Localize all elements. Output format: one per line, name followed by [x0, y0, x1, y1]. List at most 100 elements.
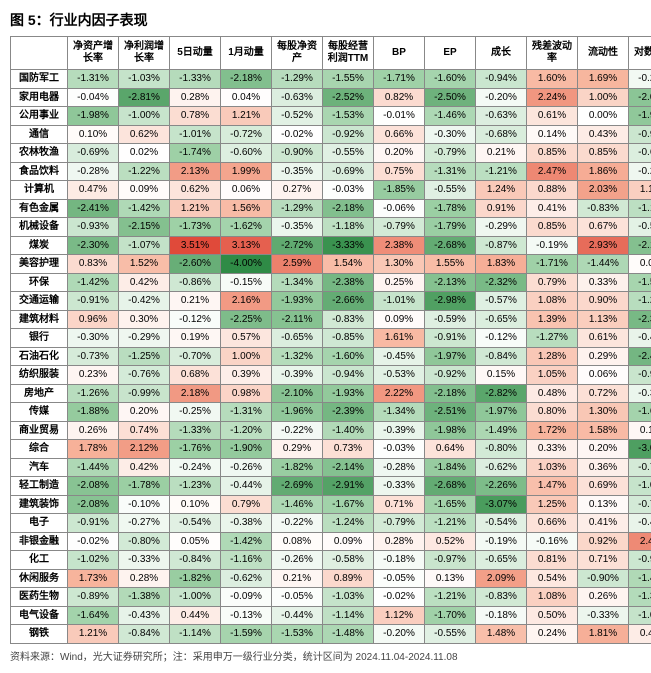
data-cell: -1.71% [374, 70, 425, 89]
data-cell: -0.02% [374, 588, 425, 607]
data-cell: -1.42% [119, 199, 170, 218]
data-cell: 0.41% [527, 199, 578, 218]
data-cell: -0.30% [68, 329, 119, 348]
row-label: 农林牧渔 [11, 144, 68, 163]
data-cell: -0.62% [221, 569, 272, 588]
data-cell: 0.85% [527, 218, 578, 237]
data-cell: -3.07% [476, 495, 527, 514]
data-cell: 0.89% [323, 569, 374, 588]
data-cell: -0.54% [170, 514, 221, 533]
data-cell: 1.10% [629, 181, 651, 200]
footer-note: 资料来源：Wind，光大证券研究所；注：采用申万一级行业分类，统计区间为 202… [10, 648, 641, 663]
data-cell: 0.50% [527, 606, 578, 625]
data-cell: -0.09% [221, 588, 272, 607]
data-cell: -1.59% [221, 625, 272, 644]
data-cell: 0.91% [476, 199, 527, 218]
col-header: BP [374, 37, 425, 70]
data-cell: -0.40% [629, 329, 651, 348]
data-cell: -4.00% [221, 255, 272, 274]
data-cell: -0.40% [629, 514, 651, 533]
data-cell: -0.28% [68, 162, 119, 181]
col-header: 净资产增长率 [68, 37, 119, 70]
data-cell: 0.68% [170, 366, 221, 385]
row-label: 休闲服务 [11, 569, 68, 588]
data-cell: 1.30% [374, 255, 425, 274]
data-cell: 0.28% [374, 532, 425, 551]
data-cell: 0.19% [170, 329, 221, 348]
data-cell: -1.19% [629, 199, 651, 218]
data-cell: -1.57% [629, 273, 651, 292]
data-cell: 0.09% [323, 532, 374, 551]
data-cell: 0.44% [170, 606, 221, 625]
data-cell: -1.31% [68, 70, 119, 89]
data-cell: 1.47% [527, 477, 578, 496]
data-cell: 0.85% [527, 144, 578, 163]
data-cell: 2.43% [629, 532, 651, 551]
row-label: 食品饮料 [11, 162, 68, 181]
table-row: 公用事业-1.98%-1.00%0.78%1.21%-0.52%-1.53%-0… [11, 107, 651, 126]
data-cell: -1.16% [221, 551, 272, 570]
data-cell: 0.82% [374, 88, 425, 107]
data-cell: -1.02% [629, 477, 651, 496]
table-row: 国防军工-1.31%-1.03%-1.33%-2.18%-1.29%-1.55%… [11, 70, 651, 89]
data-cell: -0.69% [68, 144, 119, 163]
data-cell: -0.03% [374, 440, 425, 459]
data-cell: 0.26% [578, 588, 629, 607]
data-cell: 0.79% [527, 273, 578, 292]
data-cell: 2.24% [527, 88, 578, 107]
data-cell: 0.61% [578, 329, 629, 348]
data-cell: -0.25% [170, 403, 221, 422]
data-cell: -0.04% [68, 88, 119, 107]
data-cell: -1.42% [221, 532, 272, 551]
data-cell: -0.92% [323, 125, 374, 144]
data-cell: -0.22% [272, 514, 323, 533]
data-cell: -0.55% [323, 144, 374, 163]
data-cell: -0.85% [323, 329, 374, 348]
data-cell: -0.30% [425, 125, 476, 144]
data-cell: 1.24% [476, 181, 527, 200]
data-cell: 1.13% [578, 310, 629, 329]
data-cell: -0.18% [476, 606, 527, 625]
data-cell: 0.98% [221, 384, 272, 403]
data-cell: -0.10% [119, 495, 170, 514]
row-label: 纺织服装 [11, 366, 68, 385]
data-cell: -0.57% [476, 292, 527, 311]
data-cell: -1.76% [170, 440, 221, 459]
table-row: 非银金融-0.02%-0.80%0.05%-1.42%0.08%0.09%0.2… [11, 532, 651, 551]
data-cell: -1.67% [323, 495, 374, 514]
table-row: 建筑材料0.96%0.30%-0.12%-2.25%-2.11%-0.83%0.… [11, 310, 651, 329]
data-cell: 3.51% [170, 236, 221, 255]
data-cell: -1.07% [119, 236, 170, 255]
data-cell: 1.58% [578, 421, 629, 440]
data-cell: -3.33% [323, 236, 374, 255]
table-row: 石油石化-0.73%-1.25%-0.70%1.00%-1.32%-1.60%-… [11, 347, 651, 366]
data-cell: -0.60% [221, 144, 272, 163]
row-label: 石油石化 [11, 347, 68, 366]
data-cell: -1.78% [119, 477, 170, 496]
data-cell: -0.02% [272, 125, 323, 144]
data-cell: -2.13% [425, 273, 476, 292]
data-cell: -2.51% [425, 403, 476, 422]
row-label: 银行 [11, 329, 68, 348]
data-cell: -1.96% [272, 403, 323, 422]
row-label: 煤炭 [11, 236, 68, 255]
data-cell: -0.63% [476, 107, 527, 126]
data-cell: 1.39% [527, 310, 578, 329]
data-cell: -0.12% [170, 310, 221, 329]
data-cell: -0.62% [476, 458, 527, 477]
data-cell: 1.08% [527, 588, 578, 607]
data-cell: -0.52% [272, 107, 323, 126]
data-cell: -2.30% [68, 236, 119, 255]
data-cell: 0.08% [272, 532, 323, 551]
data-cell: 1.60% [527, 70, 578, 89]
data-cell: 0.42% [119, 458, 170, 477]
figure-title: 图 5：行业内因子表现 [10, 10, 641, 30]
data-cell: -0.24% [170, 458, 221, 477]
data-cell: -2.98% [425, 292, 476, 311]
data-cell: 0.74% [119, 421, 170, 440]
data-cell: -0.03% [323, 181, 374, 200]
data-cell: 3.13% [221, 236, 272, 255]
data-cell: -1.00% [170, 588, 221, 607]
row-label: 通信 [11, 125, 68, 144]
data-cell: 0.79% [221, 495, 272, 514]
